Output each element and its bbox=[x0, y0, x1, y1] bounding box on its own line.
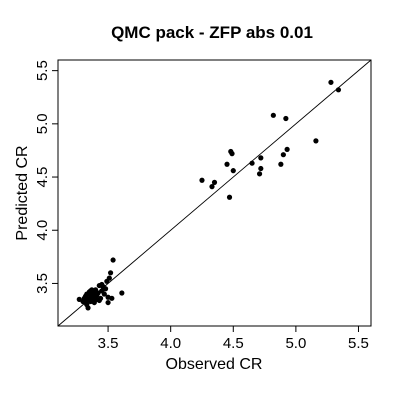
data-point bbox=[109, 295, 115, 301]
y-tick-label: 5.5 bbox=[34, 60, 51, 81]
data-point bbox=[328, 79, 334, 85]
data-point bbox=[280, 152, 286, 158]
x-tick-label: 4.5 bbox=[223, 335, 244, 352]
data-point bbox=[102, 286, 109, 292]
x-tick-label: 5.5 bbox=[348, 335, 369, 352]
data-point bbox=[89, 294, 95, 300]
data-point bbox=[211, 179, 218, 185]
data-point bbox=[119, 290, 125, 296]
chart-title: QMC pack - ZFP abs 0.01 bbox=[111, 23, 313, 42]
reference-line bbox=[57, 59, 372, 327]
x-tick-label: 5.0 bbox=[285, 335, 306, 352]
data-point bbox=[226, 194, 233, 200]
data-point bbox=[224, 161, 230, 167]
data-point bbox=[94, 292, 100, 298]
data-point bbox=[283, 115, 289, 122]
data-points bbox=[76, 79, 342, 311]
data-point bbox=[249, 160, 255, 166]
data-point bbox=[101, 291, 107, 297]
data-point bbox=[87, 288, 94, 294]
data-point bbox=[82, 299, 89, 306]
data-point bbox=[229, 151, 235, 157]
data-point bbox=[278, 161, 284, 167]
data-point bbox=[284, 146, 290, 152]
data-point bbox=[99, 281, 105, 288]
data-point bbox=[106, 275, 112, 281]
data-point bbox=[256, 171, 263, 177]
y-tick-label: 4.5 bbox=[34, 167, 51, 188]
data-point bbox=[335, 87, 342, 93]
y-tick-label: 5.0 bbox=[34, 113, 51, 134]
data-point bbox=[85, 305, 91, 311]
data-point bbox=[313, 138, 319, 144]
data-point bbox=[209, 184, 215, 190]
y-axis: 3.5 4.0 4.5 5.0 5.5 bbox=[34, 60, 58, 294]
plot-frame bbox=[57, 59, 372, 327]
data-point bbox=[258, 165, 264, 172]
data-point bbox=[96, 297, 102, 304]
x-axis-label: Observed CR bbox=[166, 356, 263, 373]
data-point bbox=[199, 177, 205, 183]
data-point bbox=[230, 168, 236, 174]
x-axis: 3.5 4.0 4.5 5.0 5.5 bbox=[98, 326, 369, 352]
data-point bbox=[107, 270, 114, 276]
data-point bbox=[270, 112, 276, 118]
data-point bbox=[105, 299, 111, 306]
x-tick-label: 3.5 bbox=[98, 335, 119, 352]
data-point bbox=[110, 257, 116, 263]
x-tick-label: 4.0 bbox=[160, 335, 181, 352]
data-point bbox=[258, 155, 264, 161]
y-axis-label: Predicted CR bbox=[14, 145, 31, 240]
y-tick-label: 3.5 bbox=[34, 273, 51, 294]
y-tick-label: 4.0 bbox=[34, 220, 51, 241]
